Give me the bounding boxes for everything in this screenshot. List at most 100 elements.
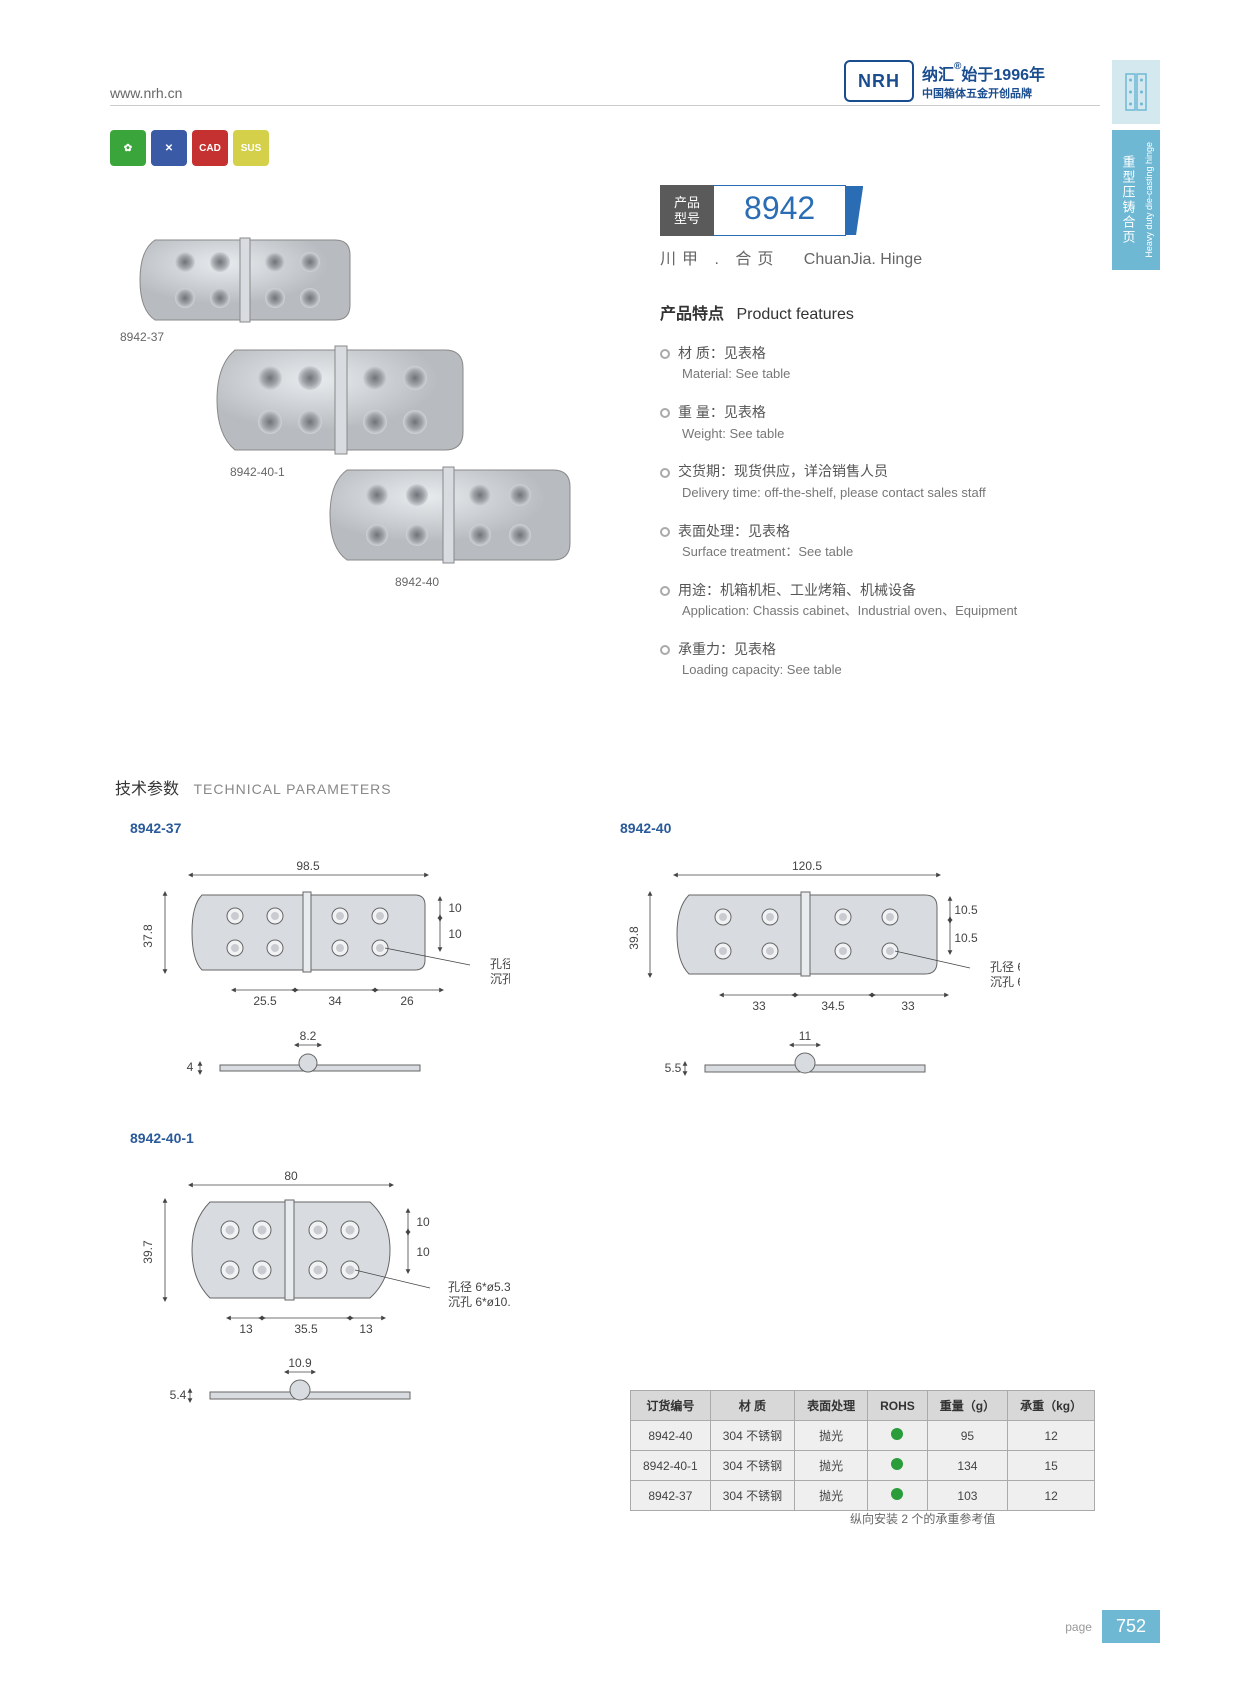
logo-mark: NRH bbox=[844, 60, 914, 102]
svg-text:沉孔 6*ø10: 沉孔 6*ø10 bbox=[490, 972, 510, 986]
svg-text:13: 13 bbox=[239, 1322, 253, 1336]
svg-text:34.5: 34.5 bbox=[821, 999, 845, 1013]
subtitle-cn: 川甲 . 合页 bbox=[660, 251, 779, 268]
diagram-8942-37: 8942-37 98.5 37.8 25.5 34 26 10 10 孔径 6*… bbox=[130, 820, 510, 1110]
tech-title-cn: 技术参数 bbox=[115, 781, 179, 798]
product-features: 产品特点 Product features 材 质：见表格Material: S… bbox=[660, 300, 1130, 697]
table-row: 8942-37304 不锈钢抛光 10312 bbox=[631, 1481, 1095, 1511]
table-cell: 304 不锈钢 bbox=[710, 1481, 794, 1511]
svg-text:10.9: 10.9 bbox=[288, 1356, 312, 1370]
svg-text:11: 11 bbox=[799, 1029, 812, 1043]
table-cell: 304 不锈钢 bbox=[710, 1451, 794, 1481]
svg-text:35.5: 35.5 bbox=[294, 1322, 318, 1336]
table-cell: 12 bbox=[1008, 1421, 1095, 1451]
diagram-label: 8942-37 bbox=[130, 820, 510, 836]
svg-text:98.5: 98.5 bbox=[296, 859, 320, 873]
table-header: ROHS bbox=[868, 1391, 928, 1421]
features-title-en: Product features bbox=[736, 306, 853, 323]
svg-text:10.5: 10.5 bbox=[954, 903, 978, 917]
table-header: 承重（kg） bbox=[1008, 1391, 1095, 1421]
feature-icons: ✿✕CADSUS bbox=[110, 130, 269, 166]
diagram-8942-40: 8942-40 120.5 39.8 33 34.5 33 10.5 10.5 … bbox=[620, 820, 1020, 1110]
table-row: 8942-40-1304 不锈钢抛光 13415 bbox=[631, 1451, 1095, 1481]
spec-table: 订货编号材 质表面处理ROHS重量（g）承重（kg）8942-40304 不锈钢… bbox=[630, 1390, 1095, 1511]
header-divider bbox=[110, 105, 1100, 106]
side-tab-category: 重型压铸合页 Heavy duty die-casting hinge bbox=[1112, 130, 1160, 270]
feature-item: 承重力：见表格Loading capacity: See table bbox=[660, 638, 1130, 681]
rohs-indicator bbox=[891, 1428, 903, 1440]
diagram-8942-40-1: 8942-40-1 80 39.7 13 35.5 13 10 10 孔径 6*… bbox=[130, 1130, 510, 1440]
table-cell: 8942-37 bbox=[631, 1481, 711, 1511]
table-header: 重量（g） bbox=[927, 1391, 1007, 1421]
svg-text:孔径 6*ø5.2: 孔径 6*ø5.2 bbox=[490, 957, 510, 971]
table-cell: 95 bbox=[927, 1421, 1007, 1451]
svg-text:孔径 6*ø5.3: 孔径 6*ø5.3 bbox=[448, 1280, 510, 1294]
feature-item: 交货期：现货供应，详洽销售人员Delivery time: off-the-sh… bbox=[660, 460, 1130, 503]
svg-text:5.4: 5.4 bbox=[170, 1388, 187, 1402]
product-subtitle: 川甲 . 合页 ChuanJia. Hinge bbox=[660, 245, 922, 269]
page-number: 752 bbox=[1102, 1610, 1160, 1643]
feature-icon: ✕ bbox=[151, 130, 187, 166]
table-header: 订货编号 bbox=[631, 1391, 711, 1421]
table-header: 表面处理 bbox=[795, 1391, 868, 1421]
page-label: page bbox=[1065, 1620, 1092, 1634]
diagram-label: 8942-40-1 bbox=[130, 1130, 510, 1146]
table-cell: 103 bbox=[927, 1481, 1007, 1511]
svg-text:4: 4 bbox=[187, 1060, 194, 1074]
product-label-1: 8942-37 bbox=[120, 330, 164, 344]
svg-text:10: 10 bbox=[416, 1215, 430, 1229]
header-url: www.nrh.cn bbox=[110, 85, 182, 101]
logo-line2: 中国箱体五金开创品牌 bbox=[922, 85, 1045, 101]
svg-text:13: 13 bbox=[359, 1322, 373, 1336]
brand-logo: NRH 纳汇®始于1996年 中国箱体五金开创品牌 bbox=[844, 60, 1045, 102]
table-cell: 抛光 bbox=[795, 1451, 868, 1481]
rohs-indicator bbox=[891, 1488, 903, 1500]
svg-text:33: 33 bbox=[901, 999, 915, 1013]
feature-item: 重 量：见表格Weight: See table bbox=[660, 401, 1130, 444]
model-number: 8942 bbox=[714, 185, 846, 236]
logo-brand-cn: 纳汇 bbox=[922, 67, 954, 84]
svg-text:39.7: 39.7 bbox=[141, 1240, 155, 1264]
tech-params-title: 技术参数 TECHNICAL PARAMETERS bbox=[115, 775, 392, 799]
svg-text:34: 34 bbox=[328, 994, 342, 1008]
svg-text:孔径 6*ø5.4: 孔径 6*ø5.4 bbox=[990, 960, 1020, 974]
svg-text:8.2: 8.2 bbox=[300, 1029, 317, 1043]
svg-text:39.8: 39.8 bbox=[627, 926, 641, 950]
svg-text:5.5: 5.5 bbox=[665, 1061, 682, 1075]
table-cell: 8942-40-1 bbox=[631, 1451, 711, 1481]
svg-text:10: 10 bbox=[416, 1245, 430, 1259]
svg-text:沉孔 6*ø10.8: 沉孔 6*ø10.8 bbox=[448, 1295, 510, 1309]
table-cell: 304 不锈钢 bbox=[710, 1421, 794, 1451]
subtitle-en: ChuanJia. Hinge bbox=[804, 251, 922, 268]
table-cell: 12 bbox=[1008, 1481, 1095, 1511]
feature-icon: SUS bbox=[233, 130, 269, 166]
features-title: 产品特点 Product features bbox=[660, 300, 1130, 324]
product-label-3: 8942-40 bbox=[395, 575, 439, 589]
svg-text:80: 80 bbox=[284, 1169, 298, 1183]
product-photo: 8942-37 8942-40-1 8942-40 bbox=[115, 200, 575, 640]
table-cell: 8942-40 bbox=[631, 1421, 711, 1451]
side-tab-cn: 重型压铸合页 bbox=[1119, 155, 1138, 245]
model-number-box: 产品 型号 8942 bbox=[660, 185, 846, 236]
product-label-2: 8942-40-1 bbox=[230, 465, 285, 479]
svg-text:10: 10 bbox=[448, 927, 462, 941]
svg-text:沉孔 6*ø10: 沉孔 6*ø10 bbox=[990, 975, 1020, 989]
feature-item: 表面处理：见表格Surface treatment：See table bbox=[660, 520, 1130, 563]
feature-icon: ✿ bbox=[110, 130, 146, 166]
table-cell: 15 bbox=[1008, 1451, 1095, 1481]
table-row: 8942-40304 不锈钢抛光9512 bbox=[631, 1421, 1095, 1451]
table-cell: 134 bbox=[927, 1451, 1007, 1481]
svg-text:10: 10 bbox=[448, 901, 462, 915]
page-footer: page 752 bbox=[1065, 1610, 1160, 1643]
logo-since: 始于1996年 bbox=[961, 67, 1045, 84]
side-tab-en: Heavy duty die-casting hinge bbox=[1144, 142, 1154, 258]
rohs-indicator bbox=[891, 1458, 903, 1470]
feature-icon: CAD bbox=[192, 130, 228, 166]
svg-text:25.5: 25.5 bbox=[253, 994, 277, 1008]
table-note: 纵向安装 2 个的承重参考值 bbox=[850, 1510, 995, 1527]
tech-title-en: TECHNICAL PARAMETERS bbox=[193, 781, 391, 797]
logo-line1: 纳汇®始于1996年 bbox=[922, 61, 1045, 85]
feature-item: 材 质：见表格Material: See table bbox=[660, 342, 1130, 385]
table-cell: 抛光 bbox=[795, 1481, 868, 1511]
svg-text:120.5: 120.5 bbox=[792, 859, 822, 873]
